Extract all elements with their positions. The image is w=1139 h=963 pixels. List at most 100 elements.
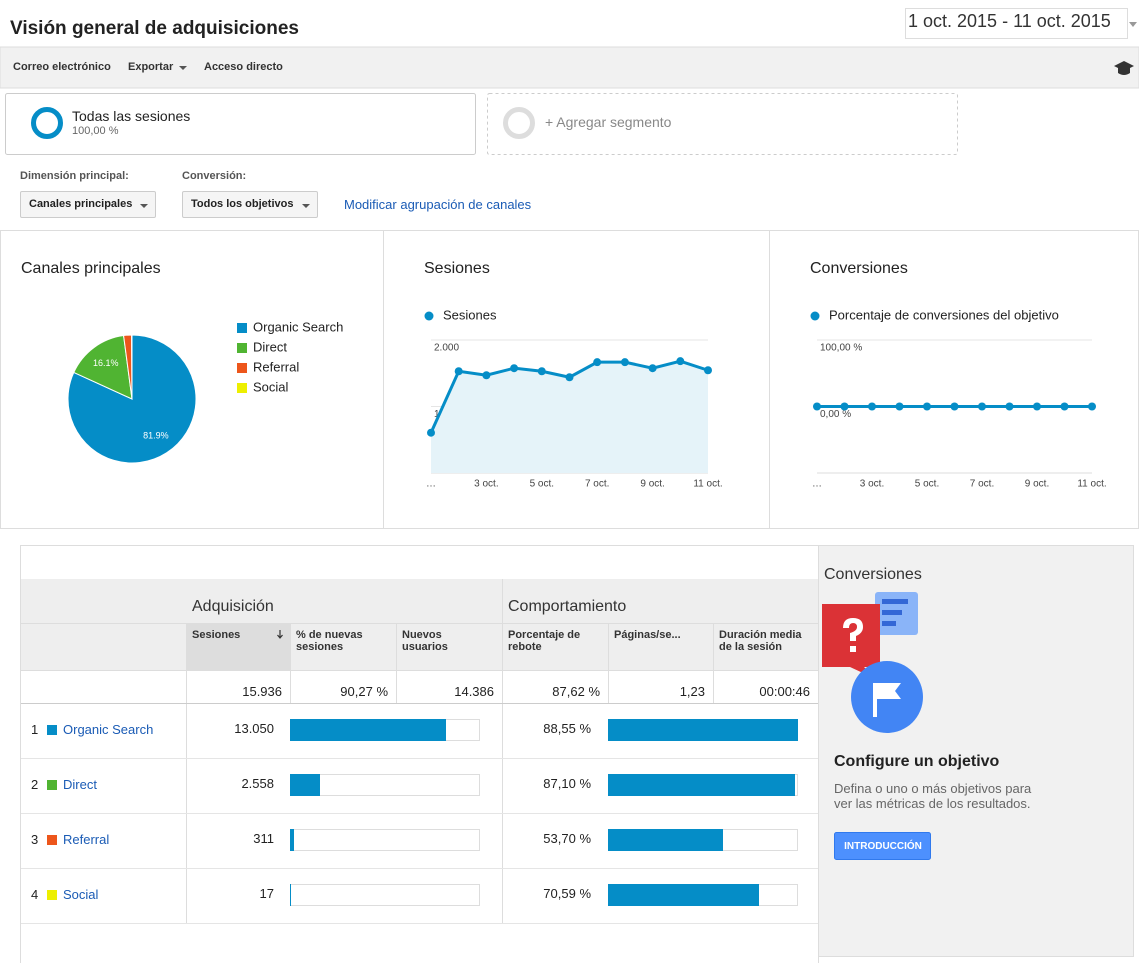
x-tick-label: 7 oct. — [585, 479, 609, 490]
date-range[interactable]: 1 oct. 2015 - 11 oct. 2015 — [908, 11, 1111, 31]
cap-icon[interactable] — [1114, 61, 1134, 75]
dimension-dropdown[interactable]: Canales principales — [20, 191, 156, 218]
x-tick-label: 9 oct. — [1025, 479, 1049, 490]
goal-button-label[interactable]: INTRODUCCIÓN — [844, 841, 922, 852]
point — [923, 402, 931, 411]
sessions-bar — [290, 829, 294, 851]
goal-text: Defina o uno o más objetivos para ver la… — [834, 781, 1032, 811]
total-value: 87,62 % — [552, 684, 600, 699]
date-caret — [1129, 22, 1137, 27]
pie-slice — [73, 334, 133, 400]
x-tick-label: 3 oct. — [860, 479, 884, 490]
x-tick-label: 5 oct. — [915, 479, 939, 490]
bounce-value: 70,59 % — [543, 886, 591, 901]
point — [593, 358, 602, 367]
bounce-bar — [608, 719, 798, 741]
page-title: Visión general de adquisiciones — [10, 18, 299, 39]
dimension-label: Dimensión principal: — [20, 170, 129, 182]
rank: 4 — [31, 887, 39, 902]
point — [648, 364, 657, 373]
x-tick-label: 11 oct. — [1077, 479, 1106, 490]
sorted-header-bg — [186, 623, 290, 670]
x-tick-label: 11 oct. — [693, 479, 722, 490]
bar-track — [290, 829, 480, 851]
x-tick-label: … — [812, 479, 822, 490]
toolbar-caret — [179, 66, 187, 70]
goal-button[interactable] — [834, 832, 931, 860]
add-segment-box[interactable] — [487, 93, 958, 155]
pie-label: 81.9% — [143, 431, 169, 441]
y-tick-label: 100,00 % — [820, 343, 862, 354]
legend-label: Referral — [253, 359, 299, 374]
channel-link[interactable]: Organic Search — [63, 722, 154, 737]
sessions-bar — [290, 719, 446, 741]
question-mark — [843, 618, 863, 652]
area — [431, 361, 708, 473]
goal-illustration — [822, 592, 923, 733]
add-segment[interactable]: + Agregar segmento — [545, 114, 672, 130]
channel-swatch — [47, 725, 57, 735]
point — [704, 366, 712, 375]
channel-link[interactable]: Social — [63, 887, 99, 902]
point — [1088, 402, 1096, 411]
rank: 2 — [31, 777, 39, 792]
conversion-label: Conversión: — [182, 170, 247, 182]
point — [840, 402, 849, 411]
pie-slice — [67, 334, 197, 464]
point — [1033, 402, 1041, 411]
point — [895, 402, 904, 411]
segment-box[interactable] — [5, 93, 476, 155]
point — [454, 367, 463, 376]
question-icon — [822, 604, 880, 679]
point — [1005, 402, 1014, 411]
y-tick-label: 2.000 — [434, 343, 459, 354]
column-header[interactable]: Duración media de la sesión — [719, 629, 802, 653]
pie-label: 16.1% — [93, 358, 119, 368]
x-tick-label: 3 oct. — [474, 479, 498, 490]
goal-heading: Configure un objetivo — [834, 753, 1000, 770]
doc-line — [882, 621, 896, 626]
column-header[interactable]: Sesiones — [192, 629, 241, 641]
legend-label: Direct — [253, 339, 287, 354]
conversion-dropdown[interactable]: Todos los objetivos — [182, 191, 318, 218]
total-value: 15.936 — [242, 684, 282, 699]
total-value: 90,27 % — [340, 684, 388, 699]
channel-swatch — [47, 835, 57, 845]
column-header[interactable]: Páginas/se... — [614, 629, 681, 641]
column-header[interactable]: Nuevos usuarios — [402, 629, 448, 653]
legend-swatch — [237, 383, 247, 393]
total-value: 00:00:46 — [759, 684, 810, 699]
bounce-value: 88,55 % — [543, 721, 591, 736]
channel-swatch — [47, 780, 57, 790]
dropdown-caret — [140, 204, 148, 208]
column-header[interactable]: % de nuevas sesiones — [296, 629, 363, 653]
point — [482, 371, 491, 380]
legend-swatch — [237, 343, 247, 353]
bar-track — [290, 884, 480, 906]
legend-label: Porcentaje de conversiones del objetivo — [829, 307, 1059, 322]
bounce-value: 87,10 % — [543, 776, 591, 791]
point — [978, 402, 986, 411]
sessions-value: 311 — [253, 831, 274, 846]
table-header-bg — [21, 579, 818, 670]
channel-link[interactable]: Direct — [63, 777, 97, 792]
x-tick-label: 5 oct. — [530, 479, 554, 490]
point — [510, 364, 519, 373]
toolbar-item[interactable]: Acceso directo — [204, 61, 283, 73]
group-header: Adquisición — [192, 598, 274, 615]
column-header[interactable]: Porcentaje de rebote — [508, 629, 581, 653]
dropdown-caret — [302, 204, 310, 208]
toolbar-item[interactable]: Correo electrónico — [13, 61, 111, 73]
point — [950, 402, 959, 411]
point — [537, 367, 546, 376]
doc-line — [882, 599, 908, 604]
toolbar-item[interactable]: Exportar — [128, 61, 174, 73]
point — [813, 402, 821, 411]
legend-dot — [424, 311, 434, 321]
point — [676, 357, 685, 366]
channel-group-link[interactable]: Modificar agrupación de canales — [344, 197, 532, 212]
channel-link[interactable]: Referral — [63, 832, 110, 847]
point — [427, 428, 435, 437]
date-box[interactable] — [905, 8, 1128, 39]
